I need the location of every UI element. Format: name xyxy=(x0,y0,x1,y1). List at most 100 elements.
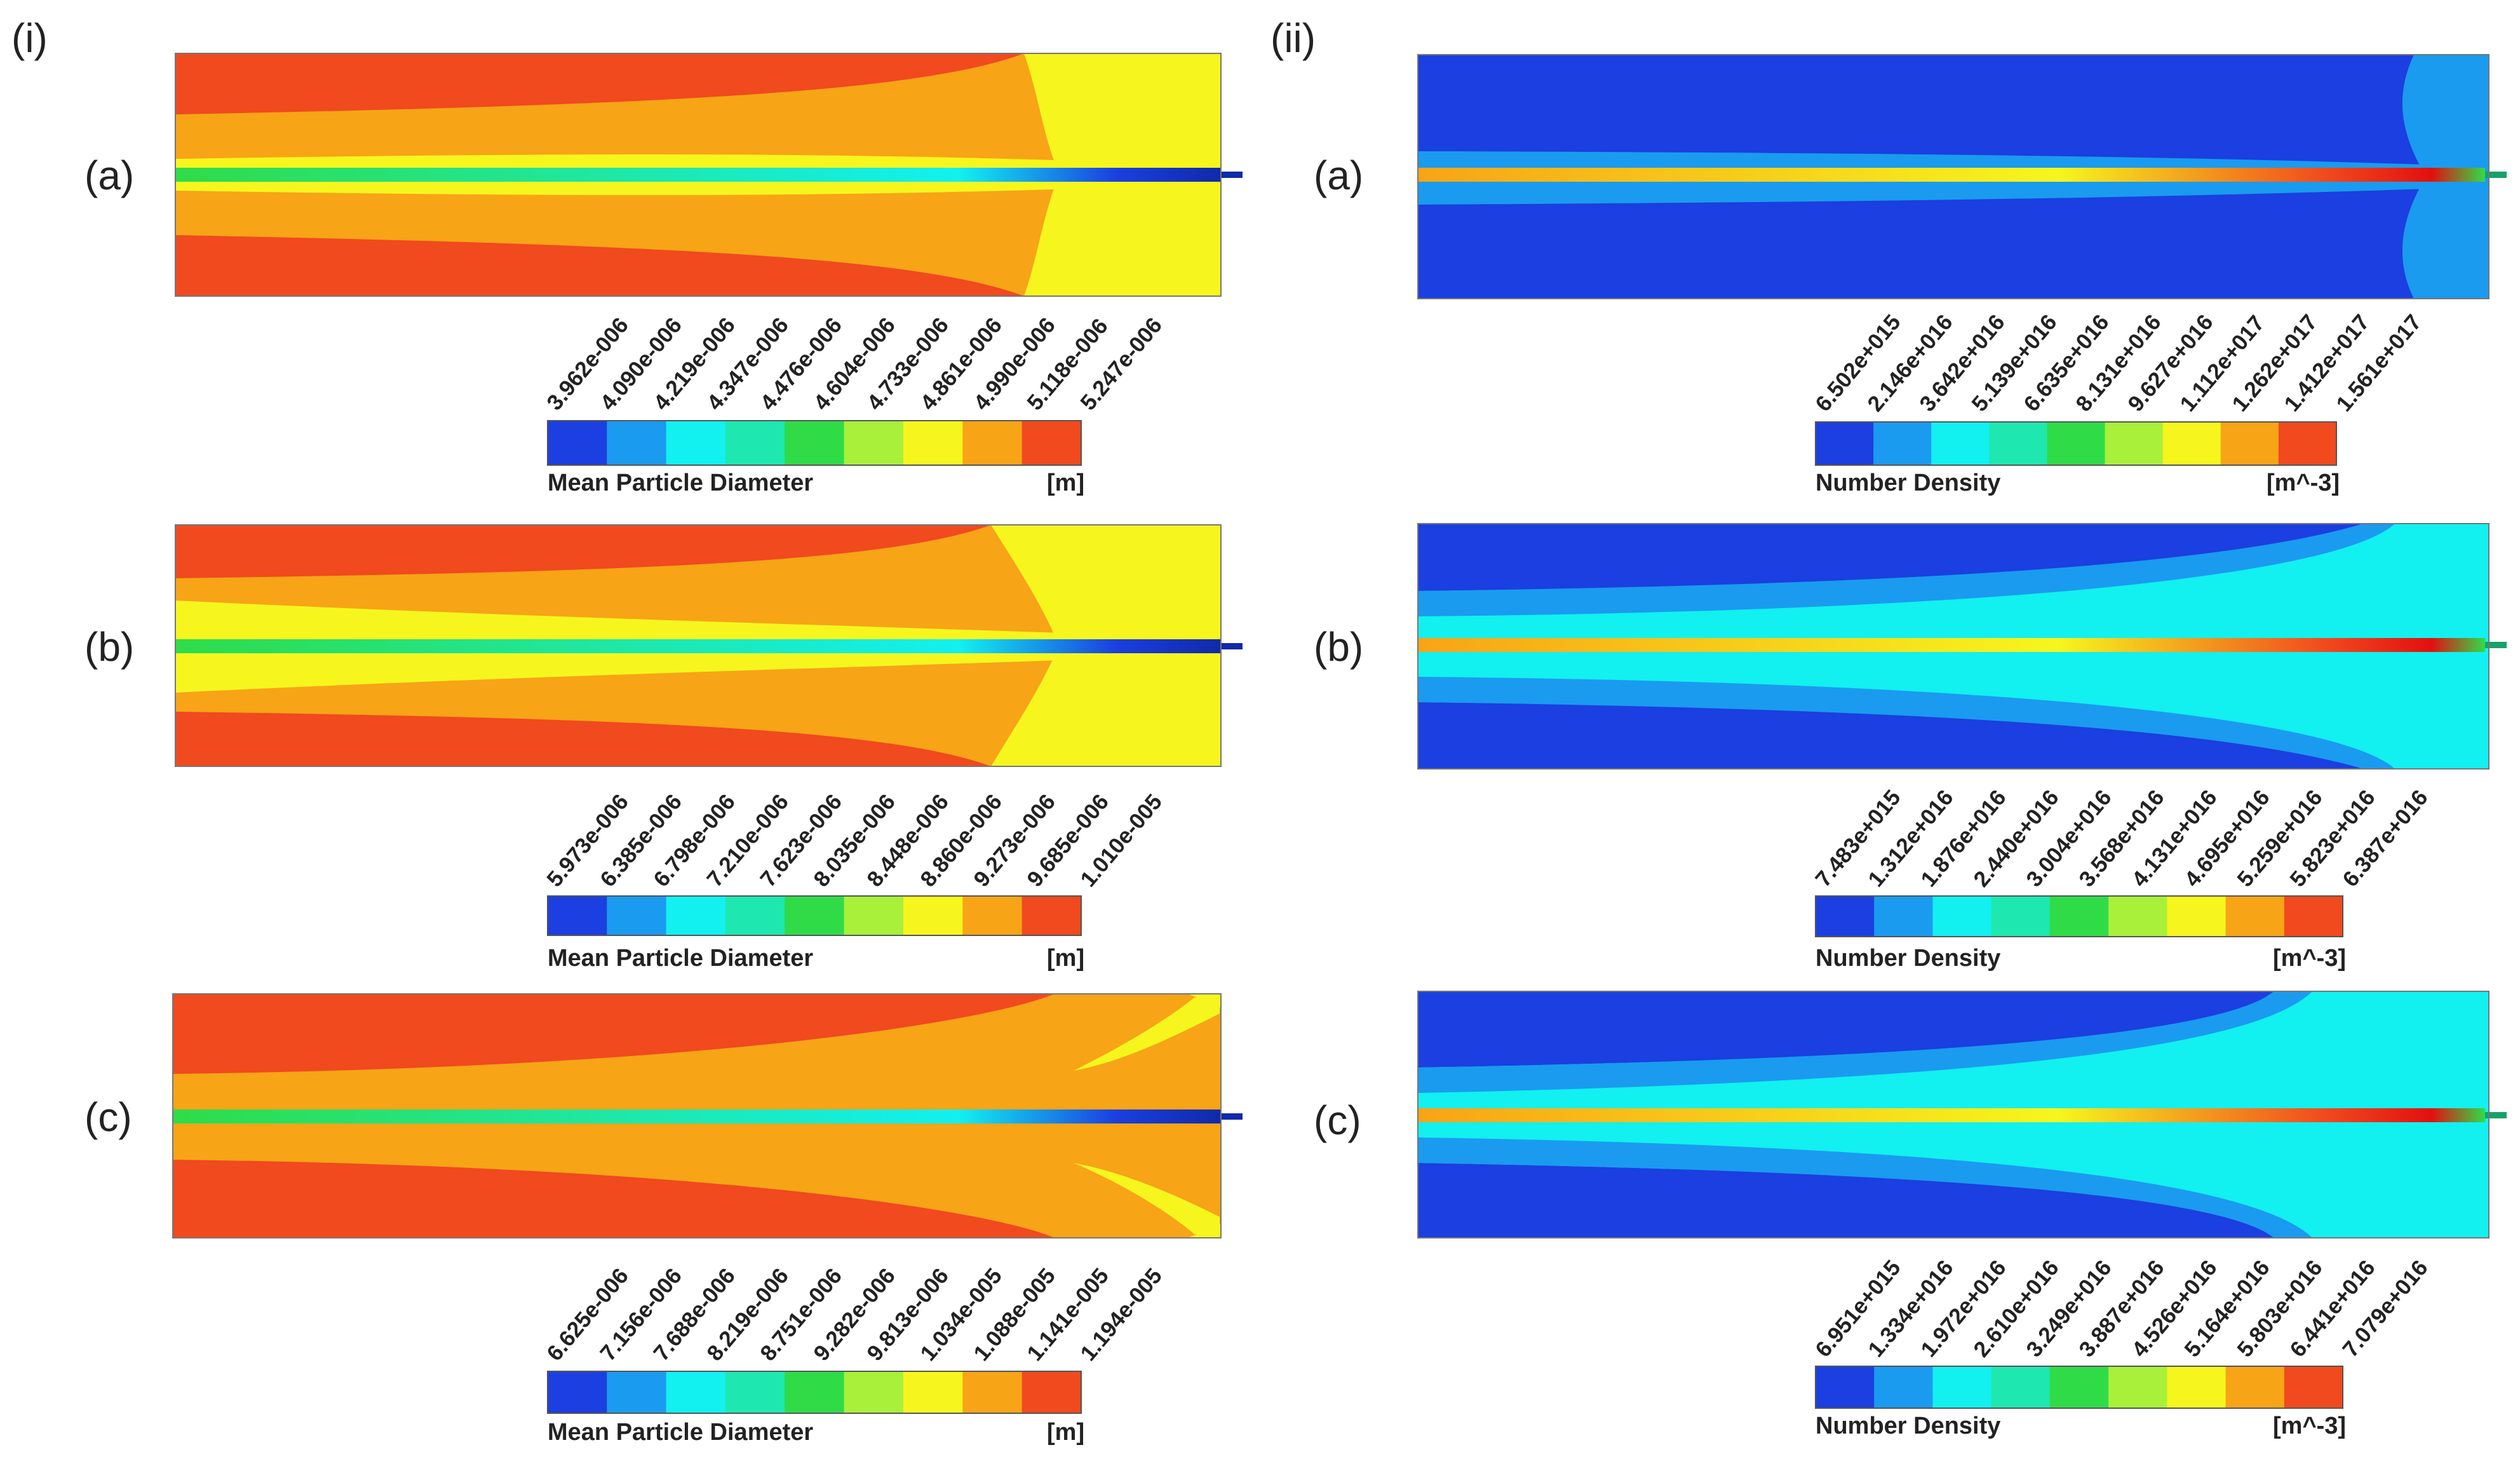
colorbar-ii-a: 6.502e+015 2.146e+016 3.642e+016 5.139e+… xyxy=(1810,310,2426,496)
panel-label-i-a: (a) xyxy=(84,153,134,198)
colorbar-frame xyxy=(547,895,1082,936)
colorbar-ii-c: 6.951e+015 1.334e+016 1.972e+016 2.610e+… xyxy=(1810,1256,2432,1439)
contour-panel-ii-c: (c) xyxy=(1314,991,2507,1238)
colorbar-swatch xyxy=(785,896,845,935)
colorbar-swatch xyxy=(1932,896,1992,937)
colorbar-frame xyxy=(1815,1366,2343,1409)
colorbar-swatch xyxy=(2108,896,2167,937)
colorbar-swatch xyxy=(1932,1366,1992,1408)
column-label-i: (i) xyxy=(11,15,48,61)
colorbar-swatch xyxy=(725,421,785,465)
colorbar-swatches xyxy=(547,420,1082,466)
colorbar-swatch xyxy=(548,896,607,935)
contour-panel-ii-a: (a) xyxy=(1314,54,2507,299)
colorbar-swatch xyxy=(725,1371,785,1413)
contour-panel-i-c: (c) xyxy=(84,993,1243,1238)
colorbar-swatches xyxy=(1815,895,2343,937)
colorbar-tick-labels: 3.962e-006 4.090e-006 4.219e-006 4.347e-… xyxy=(542,313,1167,415)
colorbar-swatch xyxy=(725,896,785,935)
colorbar-swatch xyxy=(2225,1366,2285,1408)
panel-label-ii-c: (c) xyxy=(1314,1097,1361,1143)
colorbar-swatch xyxy=(785,421,845,465)
colorbar-swatches xyxy=(1815,421,2337,466)
colorbar-swatch xyxy=(844,896,904,935)
colorbar-swatch xyxy=(1991,1366,2051,1408)
colorbar-swatch xyxy=(1991,896,2051,937)
panel-label-i-b: (b) xyxy=(84,624,134,670)
colorbar-frame xyxy=(1815,421,2337,466)
colorbar-swatch xyxy=(2108,1366,2167,1408)
colorbar-swatch xyxy=(1873,422,1932,465)
colorbar-swatch xyxy=(2220,422,2279,465)
colorbar-swatch xyxy=(666,421,726,465)
colorbar-swatch xyxy=(2105,422,2164,465)
colorbar-swatches xyxy=(547,895,1082,936)
colorbar-title: Mean Particle Diameter xyxy=(548,945,813,972)
colorbar-ii-b: 7.483e+015 1.312e+016 1.876e+016 2.440e+… xyxy=(1810,785,2432,972)
colorbar-swatch xyxy=(666,896,726,935)
panel-label-i-c: (c) xyxy=(84,1094,132,1140)
contour-panel-i-a: (a) xyxy=(84,53,1243,297)
colorbar-units: [m^-3] xyxy=(2267,470,2340,496)
colorbar-swatch xyxy=(1021,421,1082,465)
colorbar-swatch xyxy=(2284,1366,2343,1408)
colorbar-swatch xyxy=(548,1371,607,1413)
panel-label-ii-a: (a) xyxy=(1314,153,1363,198)
colorbar-swatch xyxy=(1989,422,2047,465)
colorbar-swatch xyxy=(607,1371,667,1413)
colorbar-swatch xyxy=(1021,1371,1082,1413)
colorbar-units: [m^-3] xyxy=(2273,1413,2346,1439)
column-i: (a) 3.962e-006 4.090e-006 4.219e-006 4.3… xyxy=(84,53,1243,1446)
colorbar-swatch xyxy=(607,896,667,935)
colorbar-swatch xyxy=(2047,422,2106,465)
column-label-ii: (ii) xyxy=(1270,15,1316,61)
colorbar-frame xyxy=(547,1371,1082,1414)
contour-panel-ii-b: (b) xyxy=(1314,523,2507,770)
colorbar-units: [m] xyxy=(1047,1419,1084,1446)
colorbar-i-a: 3.962e-006 4.090e-006 4.219e-006 4.347e-… xyxy=(542,313,1167,496)
colorbar-swatch xyxy=(2278,422,2337,465)
colorbar-tick-labels: 6.625e-006 7.156e-006 7.688e-006 8.219e-… xyxy=(542,1263,1167,1366)
colorbar-tick-labels: 5.973e-006 6.385e-006 6.798e-006 7.210e-… xyxy=(542,789,1167,892)
colorbar-tick-labels: 6.951e+015 1.334e+016 1.972e+016 2.610e+… xyxy=(1810,1256,2432,1362)
colorbar-i-b: 5.973e-006 6.385e-006 6.798e-006 7.210e-… xyxy=(542,789,1167,972)
colorbar-swatch xyxy=(962,1371,1023,1413)
colorbar-swatch xyxy=(903,896,963,935)
colorbar-frame xyxy=(547,420,1082,466)
colorbar-swatch xyxy=(2049,896,2109,937)
colorbar-units: [m] xyxy=(1047,945,1084,972)
colorbar-swatch xyxy=(2167,1366,2227,1408)
column-ii: (a) 6.502e+015 2.146e+016 3.642e+016 5.1… xyxy=(1314,54,2507,1439)
colorbar-swatch xyxy=(548,421,607,465)
colorbar-swatch xyxy=(1931,422,1990,465)
colorbar-swatch xyxy=(2225,896,2285,937)
colorbar-swatch xyxy=(2167,896,2227,937)
colorbar-units: [m] xyxy=(1047,470,1084,496)
colorbar-swatch xyxy=(844,421,904,465)
colorbar-tick-labels: 7.483e+015 1.312e+016 1.876e+016 2.440e+… xyxy=(1810,785,2432,892)
colorbar-title: Number Density xyxy=(1816,1413,2000,1439)
colorbar-swatch xyxy=(1021,896,1082,935)
colorbar-swatches xyxy=(1815,1366,2343,1409)
colorbar-i-c: 6.625e-006 7.156e-006 7.688e-006 8.219e-… xyxy=(542,1263,1167,1446)
colorbar-swatch xyxy=(903,421,963,465)
colorbar-units: [m^-3] xyxy=(2273,945,2346,972)
colorbar-swatch xyxy=(962,896,1023,935)
colorbar-swatch xyxy=(1874,896,1933,937)
colorbar-title: Mean Particle Diameter xyxy=(548,1419,813,1446)
colorbar-swatch xyxy=(2162,422,2221,465)
colorbar-swatch xyxy=(666,1371,726,1413)
colorbar-tick-labels: 6.502e+015 2.146e+016 3.642e+016 5.139e+… xyxy=(1810,310,2426,416)
colorbar-swatch xyxy=(2284,896,2343,937)
colorbar-swatch xyxy=(1816,1366,1875,1408)
colorbar-title: Mean Particle Diameter xyxy=(548,470,813,496)
colorbar-swatch xyxy=(903,1371,963,1413)
colorbar-frame xyxy=(1815,895,2343,937)
colorbar-swatch xyxy=(1816,896,1875,937)
contour-panel-i-b: (b) xyxy=(84,524,1243,767)
colorbar-swatches xyxy=(547,1371,1082,1414)
panel-label-ii-b: (b) xyxy=(1314,624,1363,670)
colorbar-title: Number Density xyxy=(1816,470,2000,496)
colorbar-swatch xyxy=(962,421,1023,465)
